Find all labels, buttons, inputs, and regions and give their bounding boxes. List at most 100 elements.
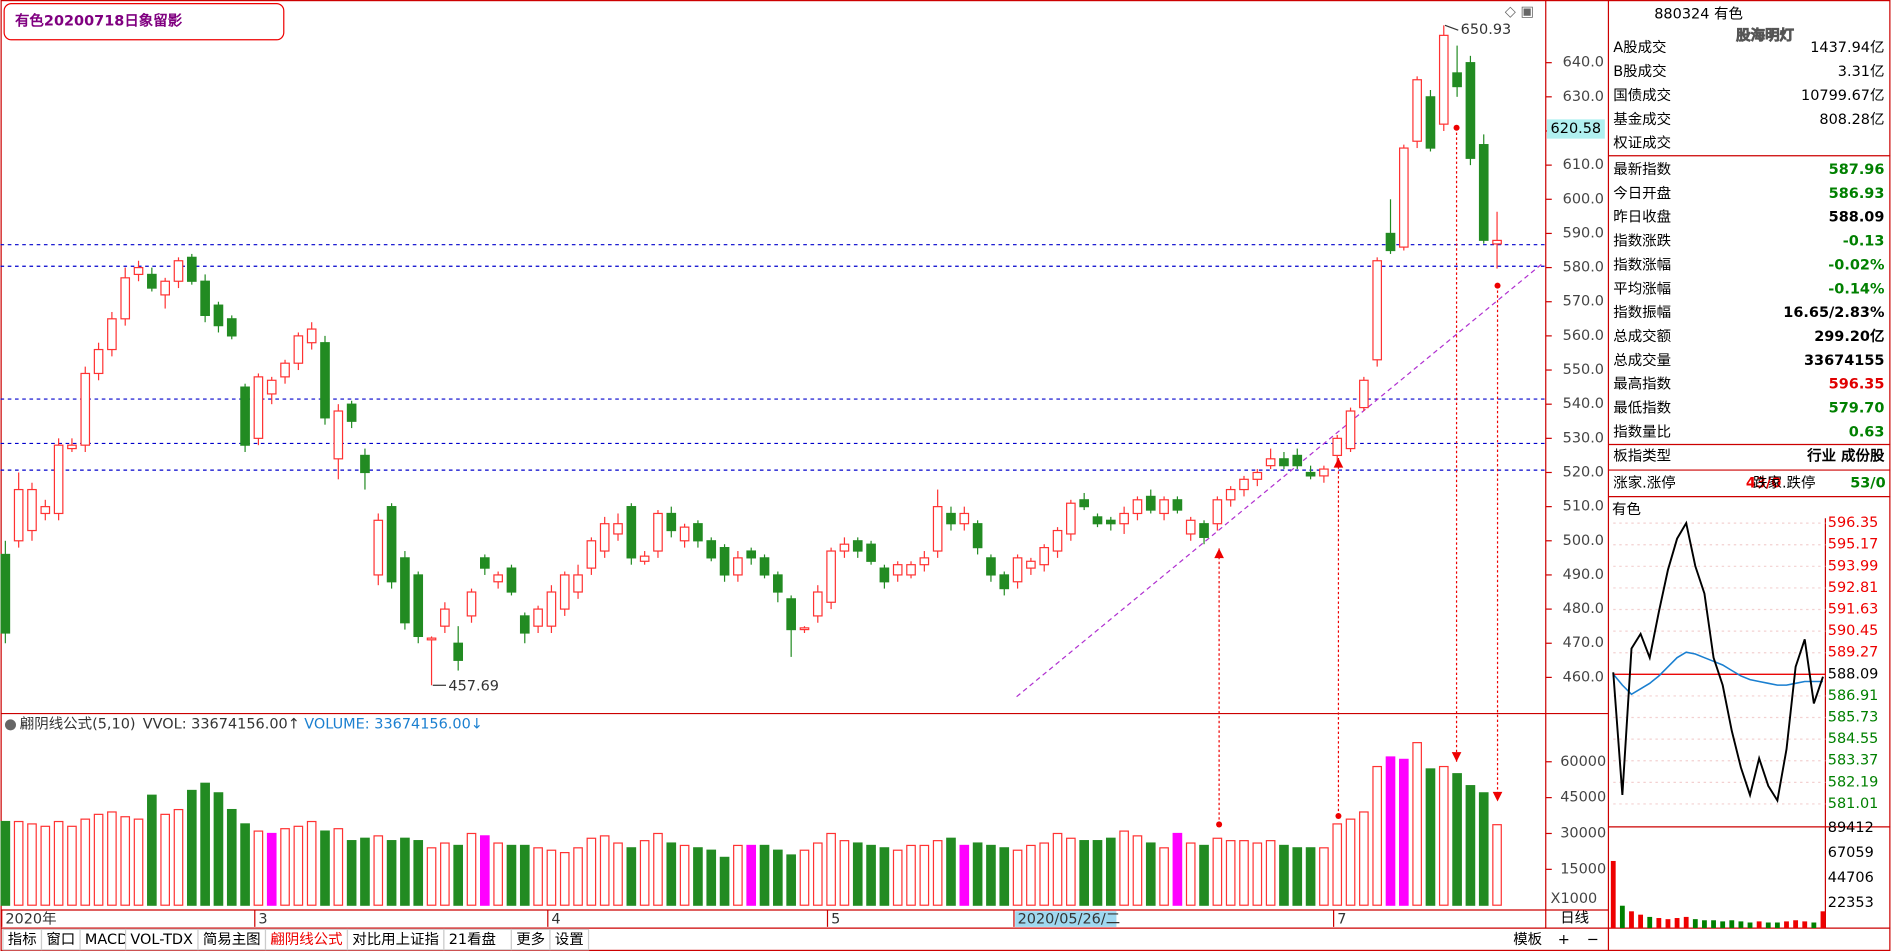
tab-label[interactable]: 设置: [555, 931, 584, 948]
y-tick-label: 520.0: [1563, 464, 1604, 480]
tab[interactable]: [549, 928, 590, 951]
tab-label[interactable]: 更多: [516, 931, 545, 948]
arrow-head: [1451, 752, 1462, 762]
candle-body: [866, 543, 876, 562]
y-tick-label: 630.0: [1563, 89, 1604, 105]
candle-body: [1332, 437, 1343, 457]
row-label: 指数量比: [1613, 423, 1671, 440]
candle-body: [1225, 488, 1236, 501]
volume-bar: [812, 842, 823, 906]
candle-body: [453, 642, 464, 661]
row-label: 总成交量: [1613, 351, 1671, 369]
row-value: -0.14%: [1828, 281, 1885, 297]
chart-title: 有色20200718日象留影: [15, 12, 183, 30]
row-value: 3.31亿: [1838, 63, 1885, 80]
volume-bar: [440, 842, 450, 906]
tab-label[interactable]: 简易主图: [203, 931, 261, 948]
volume-bar: [653, 832, 663, 906]
volume-bar: [1305, 847, 1316, 906]
candle-body: [426, 637, 437, 641]
candle-body: [746, 550, 757, 559]
volume-bar: [839, 840, 850, 906]
volume-bar: [746, 844, 757, 906]
mini-vol-bar: [1665, 919, 1671, 929]
candle-body: [1145, 495, 1156, 511]
y-tick-label: 570.0: [1563, 294, 1604, 310]
volume-bar: [27, 823, 37, 906]
volume-bar: [280, 828, 290, 906]
tab-label[interactable]: 窗口: [46, 930, 75, 948]
volume-bar: [773, 849, 783, 906]
template-button[interactable]: 模板: [1513, 930, 1542, 948]
volume-bar: [986, 844, 996, 906]
vol-tick-label: 15000: [1560, 861, 1606, 877]
row-value: 579.70: [1829, 401, 1885, 417]
volume-bar: [493, 842, 503, 906]
volume-bar: [1385, 756, 1396, 906]
candle-body: [1159, 499, 1169, 515]
icon[interactable]: ◇ ▣: [1505, 4, 1534, 20]
row-value: 行业 成份股: [1806, 446, 1885, 464]
mini-vol-tick-label: 67059: [1828, 845, 1874, 861]
volume-bar: [1292, 847, 1303, 906]
tab-label[interactable]: 翩阴线公式: [270, 931, 342, 948]
date-highlight: [1015, 911, 1117, 927]
candle-body: [879, 567, 890, 583]
mini-tick-label: 592.81: [1828, 580, 1879, 596]
volume-bar: [799, 849, 810, 906]
indicator-volume: VOLUME: 33674156.00↓: [304, 716, 483, 732]
candle-body: [546, 591, 557, 627]
zoom-in[interactable]: +: [1558, 932, 1570, 948]
candle-body: [719, 547, 730, 576]
candle-body: [519, 615, 530, 634]
volume-bar: [1145, 842, 1156, 906]
volume-bar: [733, 844, 743, 906]
candle-body: [293, 335, 304, 364]
row-value: 588.09: [1829, 210, 1885, 226]
volume-bar: [1225, 840, 1236, 906]
volume-bar: [360, 837, 370, 906]
tab-label[interactable]: MACD: [85, 932, 128, 948]
mini-vol-bar: [1811, 922, 1817, 929]
volume-bar: [480, 835, 490, 906]
tab-label[interactable]: 21看盘: [449, 930, 496, 948]
volume-bar: [1079, 840, 1089, 906]
candle-body: [0, 553, 11, 634]
candle-body: [1132, 499, 1143, 515]
row-label: 平均涨幅: [1613, 280, 1671, 297]
volume-bar: [852, 842, 863, 906]
candle-body: [826, 550, 836, 603]
volume-bar: [320, 830, 330, 906]
volume-bar: [1199, 844, 1209, 906]
y-tick-label: 550.0: [1563, 362, 1604, 378]
volume-bar: [1425, 768, 1436, 906]
volume-bar: [173, 808, 184, 906]
volume-bar: [546, 849, 557, 906]
zoom-out[interactable]: −: [1587, 932, 1599, 948]
volume-bar: [626, 847, 637, 906]
candle-body: [906, 564, 916, 576]
mini-tick-label: 586.91: [1828, 688, 1879, 704]
candle-body: [959, 512, 970, 525]
volume-bar: [240, 823, 250, 906]
candle-body: [653, 512, 663, 552]
tab-label[interactable]: VOL-TDX: [130, 932, 193, 948]
tab-label[interactable]: 对比用上证指: [352, 931, 439, 948]
vol-tick-label: 45000: [1560, 790, 1606, 806]
mini-tick-label: 593.99: [1828, 558, 1879, 574]
mini-vol-bar: [1774, 922, 1780, 929]
mini-vol-bar: [1619, 905, 1625, 929]
candle-body: [573, 574, 583, 593]
y-tick-label: 560.0: [1563, 328, 1604, 344]
cursor-box: [1546, 119, 1605, 139]
candle-body: [226, 318, 237, 337]
volume-bar: [1159, 847, 1169, 906]
candle-body: [266, 379, 277, 395]
volume-bar: [613, 842, 623, 906]
y-tick-label: 580.0: [1563, 260, 1604, 276]
tab-label[interactable]: 指标: [8, 931, 37, 948]
candle-body: [1026, 560, 1036, 569]
volume-bar: [93, 813, 104, 906]
candle-body: [160, 280, 170, 296]
mini-tick-label: 596.35: [1828, 515, 1879, 531]
